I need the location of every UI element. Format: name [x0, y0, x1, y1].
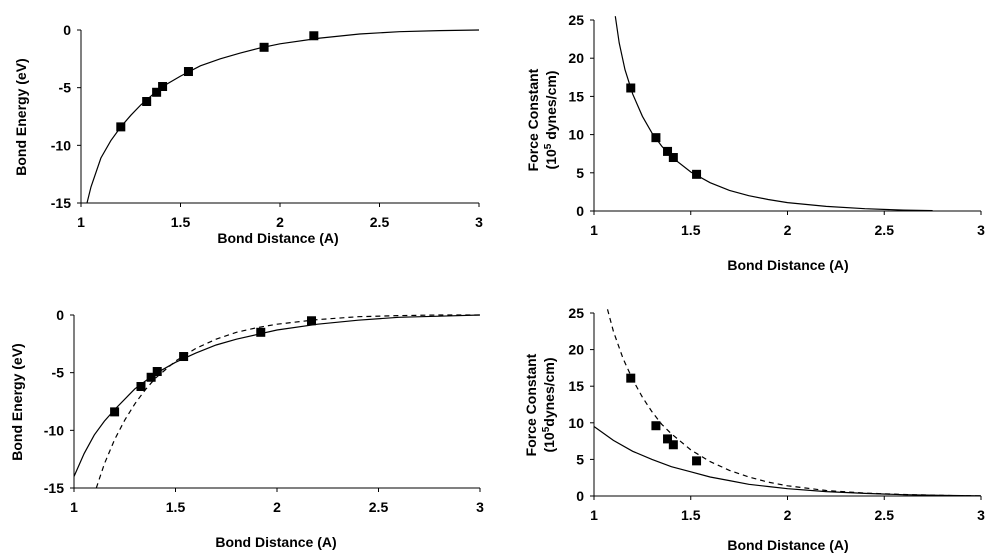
y-tick-label: 25	[568, 12, 584, 28]
x-tick-label: 1.5	[166, 499, 186, 515]
data-point	[110, 407, 120, 417]
y-axis-label-line1: Force Constant	[525, 68, 541, 171]
x-tick-label: 3	[475, 214, 483, 230]
y-tick-label: 10	[568, 415, 584, 431]
data-point	[663, 434, 673, 444]
y-tick-label: 20	[568, 50, 584, 66]
dashed-fit-curve	[95, 314, 480, 488]
x-tick-label: 1	[590, 222, 598, 238]
x-tick-label: 2.5	[875, 507, 895, 523]
x-axis-label: Bond Distance (A)	[727, 257, 848, 273]
x-tick-label: 3	[977, 222, 985, 238]
x-tick-label: 2	[784, 507, 792, 523]
dashed-fit-curve	[606, 309, 982, 496]
x-tick-label: 1.5	[681, 507, 701, 523]
chart-force-fit-marks: 1 1.5 2 2.5 3 0 5 10 15 20 25	[568, 12, 985, 238]
data-point	[152, 87, 162, 97]
solid-fit-curve	[594, 426, 982, 496]
data-point	[183, 67, 193, 77]
y-tick-label: -15	[51, 195, 71, 211]
data-point	[307, 316, 317, 326]
x-tick-label: 2	[273, 499, 281, 515]
x-tick-label: 1	[590, 507, 598, 523]
data-point	[179, 352, 189, 362]
chart-force-fit: 1 1.5 2 2.5 3 0 5 10 15 20 25 Bond Distance (A) Fo…	[525, 12, 985, 273]
data-point	[663, 146, 673, 156]
y-tick-label: 0	[56, 307, 64, 323]
data-point	[692, 456, 702, 466]
chart-energy-fit-marks: 1 1.5 2 2.5 3 0 -5 -10 -15	[51, 22, 483, 230]
x-tick-label: 3	[476, 499, 484, 515]
data-point	[136, 382, 146, 392]
y-axis-label-line1: Force Constant	[523, 353, 539, 456]
x-axis-label: Bond Distance (A)	[727, 537, 848, 553]
x-tick-label: 1.5	[171, 214, 191, 230]
chart-force-compare-marks: 1 1.5 2 2.5 3 0 5 10 15 20 25	[568, 305, 985, 523]
y-tick-label: 15	[568, 378, 584, 394]
y-tick-label: 25	[568, 305, 584, 321]
y-axis-label: Bond Energy (eV)	[13, 58, 29, 175]
x-tick-label: 2	[276, 214, 284, 230]
chart-energy-compare-marks: 1 1.5 2 2.5 3 0 -5 -10 -15	[44, 307, 484, 515]
chart-energy-fit: 1 1.5 2 2.5 3 0 -5 -10 -15 Bond Distance (A) Bon…	[13, 22, 483, 246]
y-tick-label: 0	[576, 488, 584, 504]
y-tick-label: -5	[52, 365, 65, 381]
data-point	[651, 133, 661, 143]
data-point	[309, 31, 319, 41]
x-tick-label: 2.5	[369, 499, 389, 515]
x-tick-label: 1	[77, 214, 85, 230]
chart-energy-compare: 1 1.5 2 2.5 3 0 -5 -10 -15 Bond Distance (A) Bon…	[9, 307, 484, 550]
x-tick-label: 1.5	[681, 222, 701, 238]
y-axis-label-line2: (105 dynes/cm)	[543, 71, 559, 170]
y-tick-label: 0	[63, 22, 71, 38]
data-point	[668, 440, 678, 450]
y-tick-label: 10	[568, 127, 584, 143]
x-axis-label: Bond Distance (A)	[217, 230, 338, 246]
y-tick-label: 0	[576, 203, 584, 219]
data-point	[626, 83, 636, 93]
chart-force-compare: 1 1.5 2 2.5 3 0 5 10 15 20 25 Bond Distance (A) Fo…	[523, 305, 985, 553]
y-tick-label: 5	[576, 451, 584, 467]
data-point	[152, 367, 162, 377]
data-point	[116, 122, 126, 132]
x-tick-label: 2.5	[875, 222, 895, 238]
data-point	[256, 327, 266, 337]
data-point	[626, 373, 636, 383]
x-tick-label: 2	[784, 222, 792, 238]
y-tick-label: -10	[44, 422, 64, 438]
y-tick-label: -5	[59, 80, 72, 96]
y-axis-label: Bond Energy (eV)	[9, 343, 25, 460]
y-tick-label: 5	[576, 165, 584, 181]
x-tick-label: 1	[70, 499, 78, 515]
y-axis-label-line2: (105dynes/cm)	[541, 357, 557, 452]
y-tick-label: 15	[568, 88, 584, 104]
solid-fit-curve	[614, 16, 933, 211]
y-tick-label: -10	[51, 137, 71, 153]
x-axis-label: Bond Distance (A)	[215, 534, 336, 550]
data-point	[146, 372, 156, 382]
x-tick-label: 2.5	[370, 214, 390, 230]
solid-fit-curve	[86, 29, 480, 203]
data-point	[142, 97, 152, 107]
data-point	[651, 421, 661, 431]
x-tick-label: 3	[977, 507, 985, 523]
data-point	[259, 42, 269, 52]
solid-fit-curve	[74, 314, 481, 477]
y-tick-label: 20	[568, 342, 584, 358]
y-tick-label: -15	[44, 480, 64, 496]
data-point	[158, 82, 168, 92]
data-point	[692, 169, 702, 179]
data-point	[668, 153, 678, 163]
